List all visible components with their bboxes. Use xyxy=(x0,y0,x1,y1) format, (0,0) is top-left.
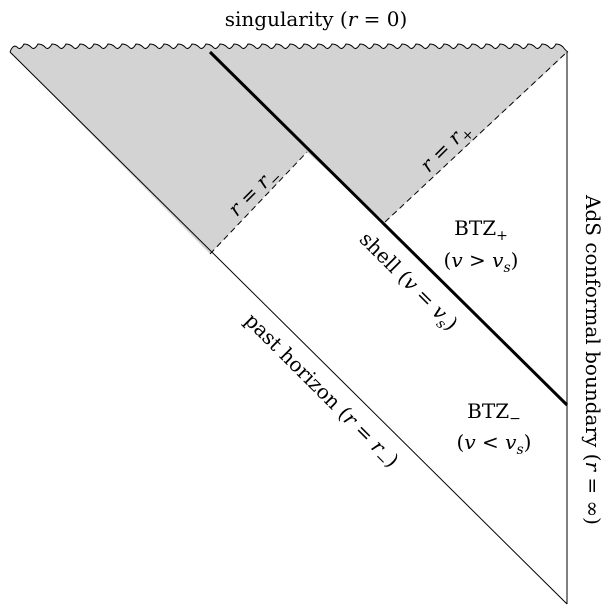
singularity-line xyxy=(9,43,569,53)
shell-label: shell (v = vs) xyxy=(352,227,463,338)
past-horizon-line xyxy=(9,51,568,605)
btz-plus-condition: (v > vs) xyxy=(444,248,519,276)
btz-minus-label: BTZ− xyxy=(467,399,521,427)
inner-horizon-dashed xyxy=(209,151,308,255)
shell-line xyxy=(208,50,569,407)
btz-plus-label: BTZ+ xyxy=(454,216,508,244)
shaded-interior-region xyxy=(10,44,568,254)
ads-boundary-label: AdS conformal boundary (r = ∞) xyxy=(581,194,605,525)
past-horizon-label: past horizon (r = r−) xyxy=(237,308,404,475)
outer-horizon-dashed xyxy=(384,51,568,223)
singularity-title: singularity (r = 0) xyxy=(225,7,408,31)
btz-minus-condition: (v < vs) xyxy=(457,430,532,458)
